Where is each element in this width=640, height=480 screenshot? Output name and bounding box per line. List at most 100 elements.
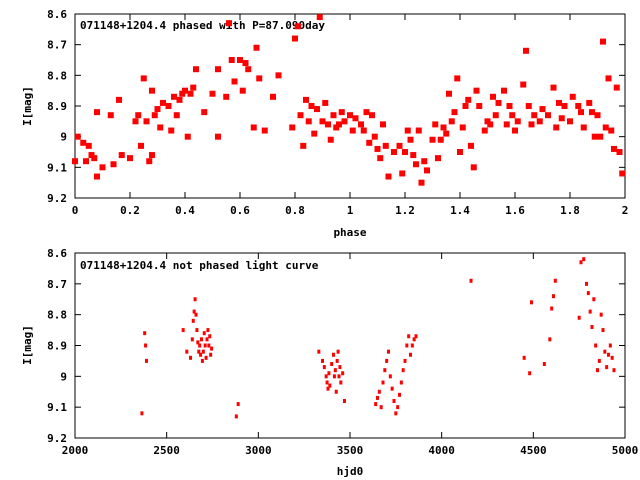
data-point <box>316 14 323 21</box>
data-point <box>457 149 463 155</box>
data-point <box>469 278 473 283</box>
data-point <box>228 57 235 63</box>
data-point <box>201 349 205 354</box>
data-point <box>140 75 147 82</box>
data-point <box>468 142 474 149</box>
data-point <box>405 343 409 348</box>
data-point <box>322 365 326 370</box>
data-point <box>612 368 616 373</box>
x-tick-label: 0.6 <box>230 204 250 217</box>
data-point <box>550 306 554 311</box>
data-point <box>396 405 400 410</box>
data-point <box>187 90 194 97</box>
data-point <box>410 343 414 348</box>
y-tick-label: 8.7 <box>47 39 67 52</box>
data-point <box>377 155 384 162</box>
data-point <box>548 337 552 342</box>
data-point <box>381 380 385 385</box>
data-point <box>600 38 606 45</box>
data-point <box>242 60 249 67</box>
data-point <box>143 118 150 125</box>
data-point <box>157 124 164 131</box>
data-point <box>193 297 197 302</box>
data-point <box>363 109 370 116</box>
data-point <box>561 103 568 109</box>
data-point <box>589 109 595 116</box>
data-point <box>388 374 392 379</box>
data-point <box>522 355 526 360</box>
data-point <box>140 411 144 416</box>
data-point <box>91 155 98 162</box>
data-point <box>603 349 607 354</box>
data-point <box>226 20 232 27</box>
x-tick-label: 1.8 <box>560 204 580 217</box>
data-point <box>512 127 518 134</box>
data-point <box>215 66 221 73</box>
chart-title: 071148+1204.4 phased with P=87.090day <box>80 19 325 32</box>
data-point <box>556 99 562 106</box>
data-point <box>311 130 318 137</box>
data-point <box>580 124 587 131</box>
data-point <box>451 109 458 116</box>
data-point <box>528 121 535 128</box>
data-point <box>553 278 557 283</box>
data-point <box>454 75 461 82</box>
data-point <box>591 133 598 140</box>
y-axis-label: I[mag] <box>21 86 34 126</box>
data-point <box>332 374 336 379</box>
data-point <box>374 145 381 152</box>
data-point <box>613 84 620 91</box>
data-point <box>325 380 329 385</box>
data-point <box>594 112 601 119</box>
data-point <box>110 161 117 168</box>
data-point <box>399 170 406 177</box>
data-point <box>429 136 436 143</box>
data-point <box>324 374 328 379</box>
data-point <box>476 103 483 109</box>
data-point <box>602 124 609 131</box>
data-point <box>237 57 243 63</box>
data-point <box>374 402 378 407</box>
data-point <box>107 112 114 119</box>
data-point <box>330 112 337 119</box>
y-tick-label: 9 <box>60 370 67 383</box>
data-point <box>88 152 95 159</box>
data-point <box>550 84 557 91</box>
data-point <box>206 328 210 333</box>
data-point <box>132 118 139 125</box>
data-point <box>501 87 507 94</box>
data-point <box>509 112 516 119</box>
data-point <box>256 75 263 82</box>
data-point <box>371 133 378 140</box>
data-point <box>410 152 417 159</box>
data-point <box>328 383 332 388</box>
data-point <box>190 84 197 91</box>
data-point <box>261 127 268 134</box>
plot-frame <box>74 252 626 439</box>
y-tick-label: 8.8 <box>47 309 67 322</box>
data-point <box>94 109 100 116</box>
y-tick-label: 8.6 <box>47 247 67 260</box>
data-point <box>404 127 411 134</box>
data-point <box>347 112 353 119</box>
data-point <box>74 133 81 140</box>
data-point <box>196 340 200 345</box>
data-point <box>179 90 186 97</box>
x-tick-label: 1.6 <box>505 204 525 217</box>
data-point <box>409 352 412 357</box>
data-point <box>383 368 387 373</box>
data-point <box>399 380 403 385</box>
data-point <box>327 136 334 143</box>
data-point <box>305 118 312 125</box>
data-point <box>192 309 196 314</box>
data-point <box>435 155 441 162</box>
data-point <box>413 161 419 168</box>
data-point <box>85 142 92 149</box>
data-point <box>391 149 397 155</box>
data-point <box>552 294 555 299</box>
data-point <box>492 112 499 119</box>
data-point <box>253 44 260 51</box>
data-point <box>223 93 230 100</box>
data-point <box>358 121 364 128</box>
x-tick-label: 1.4 <box>450 204 470 217</box>
